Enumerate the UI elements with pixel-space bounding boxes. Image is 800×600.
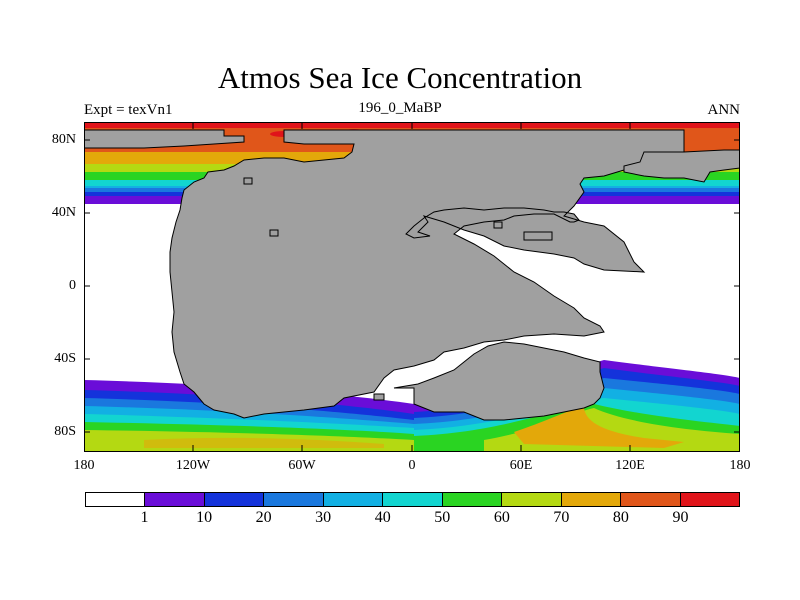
colorbar-box [383,493,443,506]
ytick-label: 80N [51,132,76,147]
colorbar-label: 80 [612,509,629,526]
colorbar-label: 30 [315,509,332,526]
colorbar-box [204,493,265,506]
colorbar-label: 20 [255,509,272,526]
island-1 [243,177,253,185]
xtick-label: 60W [288,458,316,473]
sea-ice-map [84,122,740,452]
ytick-label: 40S [54,351,76,366]
landmass-north-america-margin [84,129,245,149]
xtick-label: 120E [615,458,645,473]
colorbar-box [502,493,562,506]
experiment-label: Expt = texVn1 [84,102,173,118]
landmass-antarctica [393,341,605,421]
colorbar-box [323,493,384,506]
colorbar-label: 70 [553,509,570,526]
land-masses [84,129,740,421]
map-title: Atmos Sea Ice Concentration [217,60,583,95]
time-label: 196_0_MaBP [358,100,442,116]
xtick-label: 60E [509,458,533,473]
xtick-label: 120W [175,458,211,473]
ytick-label: 80S [54,424,76,439]
colorbar-box [145,493,205,506]
colorbar-label: 1 [140,509,149,526]
colorbar-label: 40 [374,509,391,526]
season-label: ANN [707,102,741,118]
xtick-label: 0 [408,458,416,473]
colorbar-box [621,493,681,506]
landmass-pangaea [169,129,685,419]
island-5 [373,393,385,401]
colorbar-box [86,493,146,506]
axis-ticks [84,122,740,452]
ytick-label: 40N [51,205,76,220]
xtick-label: 180 [729,458,751,473]
island-4 [493,221,503,229]
colorbar-label: 10 [196,509,213,526]
colorbar-label: 90 [672,509,689,526]
landmass-east-asia [623,149,740,183]
colorbar-label: 60 [493,509,510,526]
ytick-label: 0 [69,278,76,293]
colorbar-label: 50 [434,509,451,526]
colorbar-box [264,493,324,506]
colorbar-box [680,493,739,506]
colorbar-box [442,493,503,506]
colorbar [85,492,740,507]
island-3 [523,231,553,241]
xtick-label: 180 [73,458,95,473]
island-2 [269,229,279,237]
colorbar-box [561,493,622,506]
